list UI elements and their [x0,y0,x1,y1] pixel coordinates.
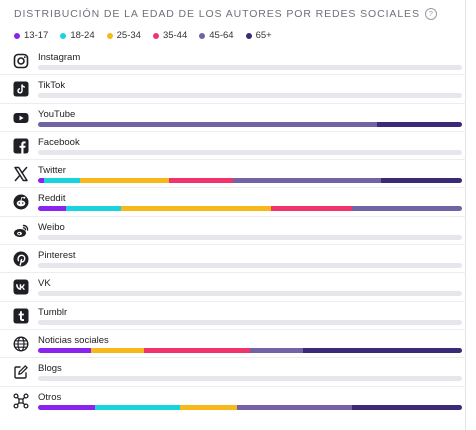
network-row-facebook: Facebook [0,132,466,161]
bar-segment-18-24[interactable] [95,404,181,410]
legend-label: 25-34 [116,30,141,41]
bar-segment-35-44[interactable] [169,178,234,184]
age-distribution-bar[interactable] [38,347,462,353]
age-distribution-bar[interactable] [38,319,462,325]
bar-segment-25-34[interactable] [120,206,272,212]
network-row-noticias-sociales: Noticias sociales [0,330,466,359]
bar-segment-13-17[interactable] [38,178,45,184]
bar-segment-45-64[interactable] [351,206,462,212]
age-distribution-bar[interactable] [38,234,462,240]
network-row-instagram: Instagram [0,47,466,76]
legend-dot [14,32,20,39]
network-label: Pinterest [38,250,76,262]
network-label: Noticias sociales [38,334,109,346]
bar-segment-35-44[interactable] [144,347,250,353]
card-header: DISTRIBUCIÓN DE LA EDAD DE LOS AUTORES P… [14,8,437,20]
tumblr-icon [13,308,29,324]
network-label: Facebook [38,136,80,148]
age-distribution-card: DISTRIBUCIÓN DE LA EDAD DE LOS AUTORES P… [0,0,466,430]
legend-dot [245,32,252,39]
bar-segment-65+[interactable] [351,404,462,410]
age-distribution-bar[interactable] [38,149,462,155]
bar-segment-13-17[interactable] [38,206,66,212]
legend-label: 65+ [255,30,272,41]
tiktok-icon [13,81,29,97]
network-label: Otros [38,391,62,403]
legend-dot [60,32,67,39]
legend-label: 35-44 [162,30,188,41]
bar-segment-65+[interactable] [303,347,462,353]
network-label: Reddit [38,193,66,205]
bar-segment-25-34[interactable] [80,178,170,184]
network-label: Weibo [38,221,65,233]
network-row-pinterest: Pinterest [0,245,466,274]
legend-label: 13-17 [24,30,49,41]
age-distribution-bar[interactable] [38,93,462,99]
network-row-reddit: Reddit [0,188,466,217]
network-row-youtube: YouTube [0,104,466,132]
legend-item-35-44[interactable]: 35-44 [152,30,188,41]
bar-segment-45-64[interactable] [250,347,303,353]
legend-item-18-24[interactable]: 18-24 [60,30,95,41]
network-row-otros: Otros [0,387,466,415]
facebook-icon [13,138,29,154]
network-label: TikTok [38,80,66,92]
bar-segment-45-64[interactable] [38,121,378,127]
bar-segment-18-24[interactable] [65,206,121,212]
legend-item-25-34[interactable]: 25-34 [106,30,141,41]
legend: 13-17 18-24 25-34 35-44 45-64 65+ [14,30,272,41]
age-distribution-bar[interactable] [38,65,462,70]
globe-icon [13,336,29,352]
network-label: Tumblr [38,306,68,318]
network-label: VK [38,278,51,290]
bar-segment-25-34[interactable] [91,347,144,353]
edit-icon [13,364,29,380]
instagram-icon [13,53,29,69]
bar-segment-18-24[interactable] [44,178,81,184]
age-distribution-bar[interactable] [38,291,462,297]
legend-label: 18-24 [70,30,95,41]
youtube-icon [13,110,29,126]
reddit-icon [13,194,29,210]
weibo-icon [13,223,29,239]
bar-segment-65+[interactable] [377,121,462,127]
bar-segment-13-17[interactable] [38,404,96,410]
legend-dot [106,32,113,39]
network-nodes-icon [13,393,29,409]
network-list: Instagram TikTok YouTube Facebook Twitter Red… [0,47,466,415]
legend-item-65+[interactable]: 65+ [245,30,272,41]
age-distribution-bar[interactable] [38,178,462,184]
bar-segment-25-34[interactable] [180,404,238,410]
x-twitter-icon [13,166,29,182]
network-label: YouTube [38,108,76,120]
bar-segment-35-44[interactable] [271,206,352,212]
network-label: Twitter [38,165,66,177]
bar-segment-13-17[interactable] [38,347,91,353]
bar-segment-65+[interactable] [381,178,462,184]
network-row-weibo: Weibo [0,217,466,246]
vk-icon [13,279,29,295]
network-label: Blogs [38,363,62,375]
network-row-tiktok: TikTok [0,75,466,104]
bar-segment-45-64[interactable] [237,404,352,410]
legend-dot [199,32,206,39]
legend-dot [152,32,159,39]
pinterest-icon [13,251,29,267]
network-row-vk: VK [0,273,466,302]
network-label: Instagram [38,52,81,63]
network-row-blogs: Blogs [0,358,466,387]
card-title: DISTRIBUCIÓN DE LA EDAD DE LOS AUTORES P… [14,8,420,20]
legend-label: 45-64 [209,30,234,41]
age-distribution-bar[interactable] [38,263,462,269]
age-distribution-bar[interactable] [38,376,462,382]
legend-item-45-64[interactable]: 45-64 [199,30,234,41]
info-icon[interactable]: ? [424,8,437,20]
bar-segment-45-64[interactable] [233,178,382,184]
age-distribution-bar[interactable] [38,206,462,212]
legend-item-13-17[interactable]: 13-17 [14,30,48,41]
age-distribution-bar[interactable] [38,404,462,410]
network-row-twitter: Twitter [0,160,466,189]
age-distribution-bar[interactable] [38,121,462,127]
network-row-tumblr: Tumblr [0,302,466,330]
